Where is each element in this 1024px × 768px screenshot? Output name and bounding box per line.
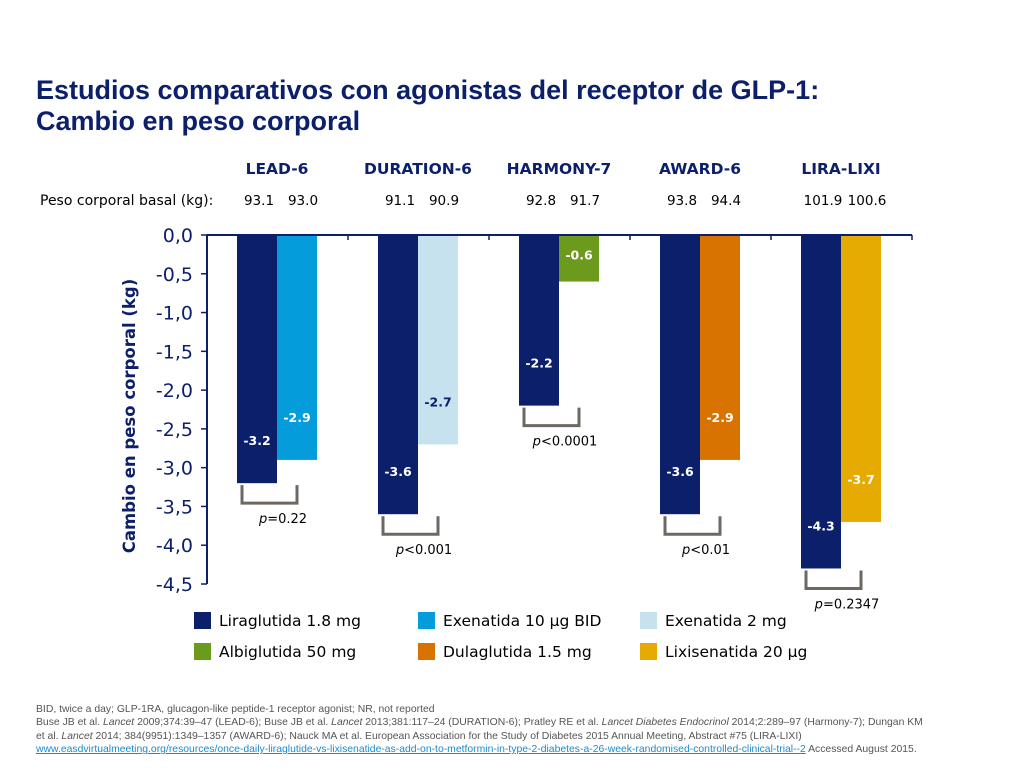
- significance-bracket: [381, 516, 440, 536]
- p-symbol: p: [395, 543, 404, 558]
- footer-citations-1: Buse JB et al. Lancet 2009;374:39–47 (LE…: [36, 717, 923, 729]
- title-line-2: Cambio en peso corporal: [36, 106, 361, 136]
- footer-link-line: www.easdvirtualmeeting.org/resources/onc…: [36, 743, 1016, 756]
- bar: [801, 235, 841, 569]
- bar: [277, 235, 317, 460]
- p-value-label: p<0.01: [681, 543, 730, 558]
- legend-swatch: [640, 612, 657, 629]
- slide-title: Estudios comparativos con agonistas del …: [36, 75, 996, 137]
- legend-label: Albiglutida 50 mg: [219, 643, 356, 661]
- bar-value-label: -3.7: [847, 472, 874, 487]
- y-tick-label: 0,0: [163, 225, 193, 247]
- baseline-weight: 101.9: [804, 193, 843, 209]
- reference-link[interactable]: www.easdvirtualmeeting.org/resources/onc…: [36, 744, 806, 756]
- accessed-note: Accessed August 2015.: [805, 744, 917, 756]
- footer-citations-2: et al. Lancet 2014; 384(9951):1349–1357 …: [36, 730, 802, 742]
- p-value: <0.01: [690, 543, 730, 558]
- footer-abbreviations: BID, twice a day; GLP-1RA, glucagon-like…: [36, 704, 435, 715]
- y-tick-label: -2,5: [156, 419, 193, 441]
- baseline-weight: 93.0: [288, 193, 318, 209]
- bar: [519, 235, 559, 406]
- legend: Liraglutida 1.8 mg Exenatida 10 µg BID Exe…: [194, 612, 807, 661]
- study-name: LIRA-LIXI: [801, 160, 880, 178]
- y-tick-label: -3,0: [156, 458, 193, 480]
- legend-swatch: [194, 643, 211, 660]
- p-value: =0.22: [267, 512, 307, 527]
- baseline-weight: 93.1: [244, 193, 274, 209]
- legend-swatch: [418, 612, 435, 629]
- p-value: =0.2347: [823, 597, 879, 612]
- legend-swatch: [640, 643, 657, 660]
- legend-label: Dulaglutida 1.5 mg: [443, 643, 592, 661]
- axes: 0,0 -0,5 -1,0 -1,5 -2,0 -2,5 -3,0 -3,5 -4,0 -4,5: [156, 225, 913, 596]
- y-tick-label: -3,5: [156, 496, 193, 518]
- p-symbol: p: [814, 597, 823, 612]
- bar: [418, 235, 458, 445]
- study-name: HARMONY-7: [507, 160, 612, 178]
- bar: [660, 235, 700, 515]
- footer-references: BID, twice a day; GLP-1RA, glucagon-like…: [36, 703, 1016, 757]
- significance-bracket: [240, 485, 299, 505]
- p-value: <0.001: [404, 543, 452, 558]
- title-line-1: Estudios comparativos con agonistas del …: [36, 75, 820, 105]
- baseline-label: Peso corporal basal (kg):: [40, 193, 213, 209]
- baseline-weight: 90.9: [429, 193, 459, 209]
- p-symbol: p: [681, 543, 690, 558]
- study-name: AWARD-6: [659, 160, 741, 178]
- p-value-label: p<0.0001: [532, 435, 598, 450]
- y-tick-label: -4,0: [156, 535, 193, 557]
- y-tick-label: -4,5: [156, 574, 193, 596]
- bar-value-label: -3.2: [243, 433, 270, 448]
- bar-value-label: -2.9: [706, 410, 733, 425]
- legend-label: Liraglutida 1.8 mg: [219, 612, 361, 630]
- bar-value-label: -4.3: [807, 518, 834, 533]
- bar: [378, 235, 418, 515]
- legend-label: Exenatida 2 mg: [665, 612, 787, 630]
- y-tick-label: -0,5: [156, 264, 193, 286]
- p-value: <0.0001: [541, 435, 597, 450]
- baseline-weights: 93.1 93.0 91.1 90.9 92.8 91.7 93.8 94.4 101.9 100…: [244, 193, 886, 209]
- bar-value-label: -0.6: [565, 248, 593, 263]
- study-headers: LEAD-6 DURATION-6 HARMONY-7 AWARD-6 LIRA-LIX…: [246, 160, 881, 178]
- significance-bracket: [522, 407, 581, 428]
- bar: [237, 235, 277, 484]
- p-symbol: p: [258, 512, 267, 527]
- bar-value-label: -3.6: [384, 464, 412, 479]
- baseline-weight: 91.1: [385, 193, 415, 209]
- legend-label: Lixisenatida 20 µg: [665, 643, 807, 661]
- bar-value-label: -2.9: [283, 410, 310, 425]
- bar: [841, 235, 881, 522]
- study-name: DURATION-6: [364, 160, 472, 178]
- bar: [559, 235, 599, 282]
- significance-bracket: [804, 570, 863, 590]
- p-symbol: p: [532, 435, 541, 450]
- bar-value-label: -2.2: [525, 356, 552, 371]
- p-value-label: p=0.22: [258, 512, 307, 527]
- study-name: LEAD-6: [246, 160, 309, 178]
- baseline-weight: 94.4: [711, 193, 741, 209]
- p-value-label: p<0.001: [395, 543, 452, 558]
- p-value-label: p=0.2347: [814, 597, 880, 612]
- bar-value-label: -2.7: [424, 394, 451, 409]
- y-tick-label: -1,5: [156, 341, 193, 363]
- baseline-weight: 100.6: [848, 193, 887, 209]
- legend-label: Exenatida 10 µg BID: [443, 612, 601, 630]
- baseline-weight: 93.8: [667, 193, 697, 209]
- y-tick-label: -2,0: [156, 380, 193, 402]
- bar: [700, 235, 740, 460]
- y-axis-label: Cambio en peso corporal (kg): [120, 279, 139, 554]
- legend-swatch: [194, 612, 211, 629]
- legend-swatch: [418, 643, 435, 660]
- significance-bracket: [663, 516, 722, 536]
- bar-value-label: -3.6: [666, 464, 694, 479]
- bars: -3.2 -2.9 -3.6 -2.7 -2.2 -0.6 -3.6 -2.9 -4.3 -3.7: [237, 235, 881, 569]
- y-tick-label: -1,0: [156, 303, 193, 325]
- baseline-weight: 91.7: [570, 193, 600, 209]
- baseline-weight: 92.8: [526, 193, 556, 209]
